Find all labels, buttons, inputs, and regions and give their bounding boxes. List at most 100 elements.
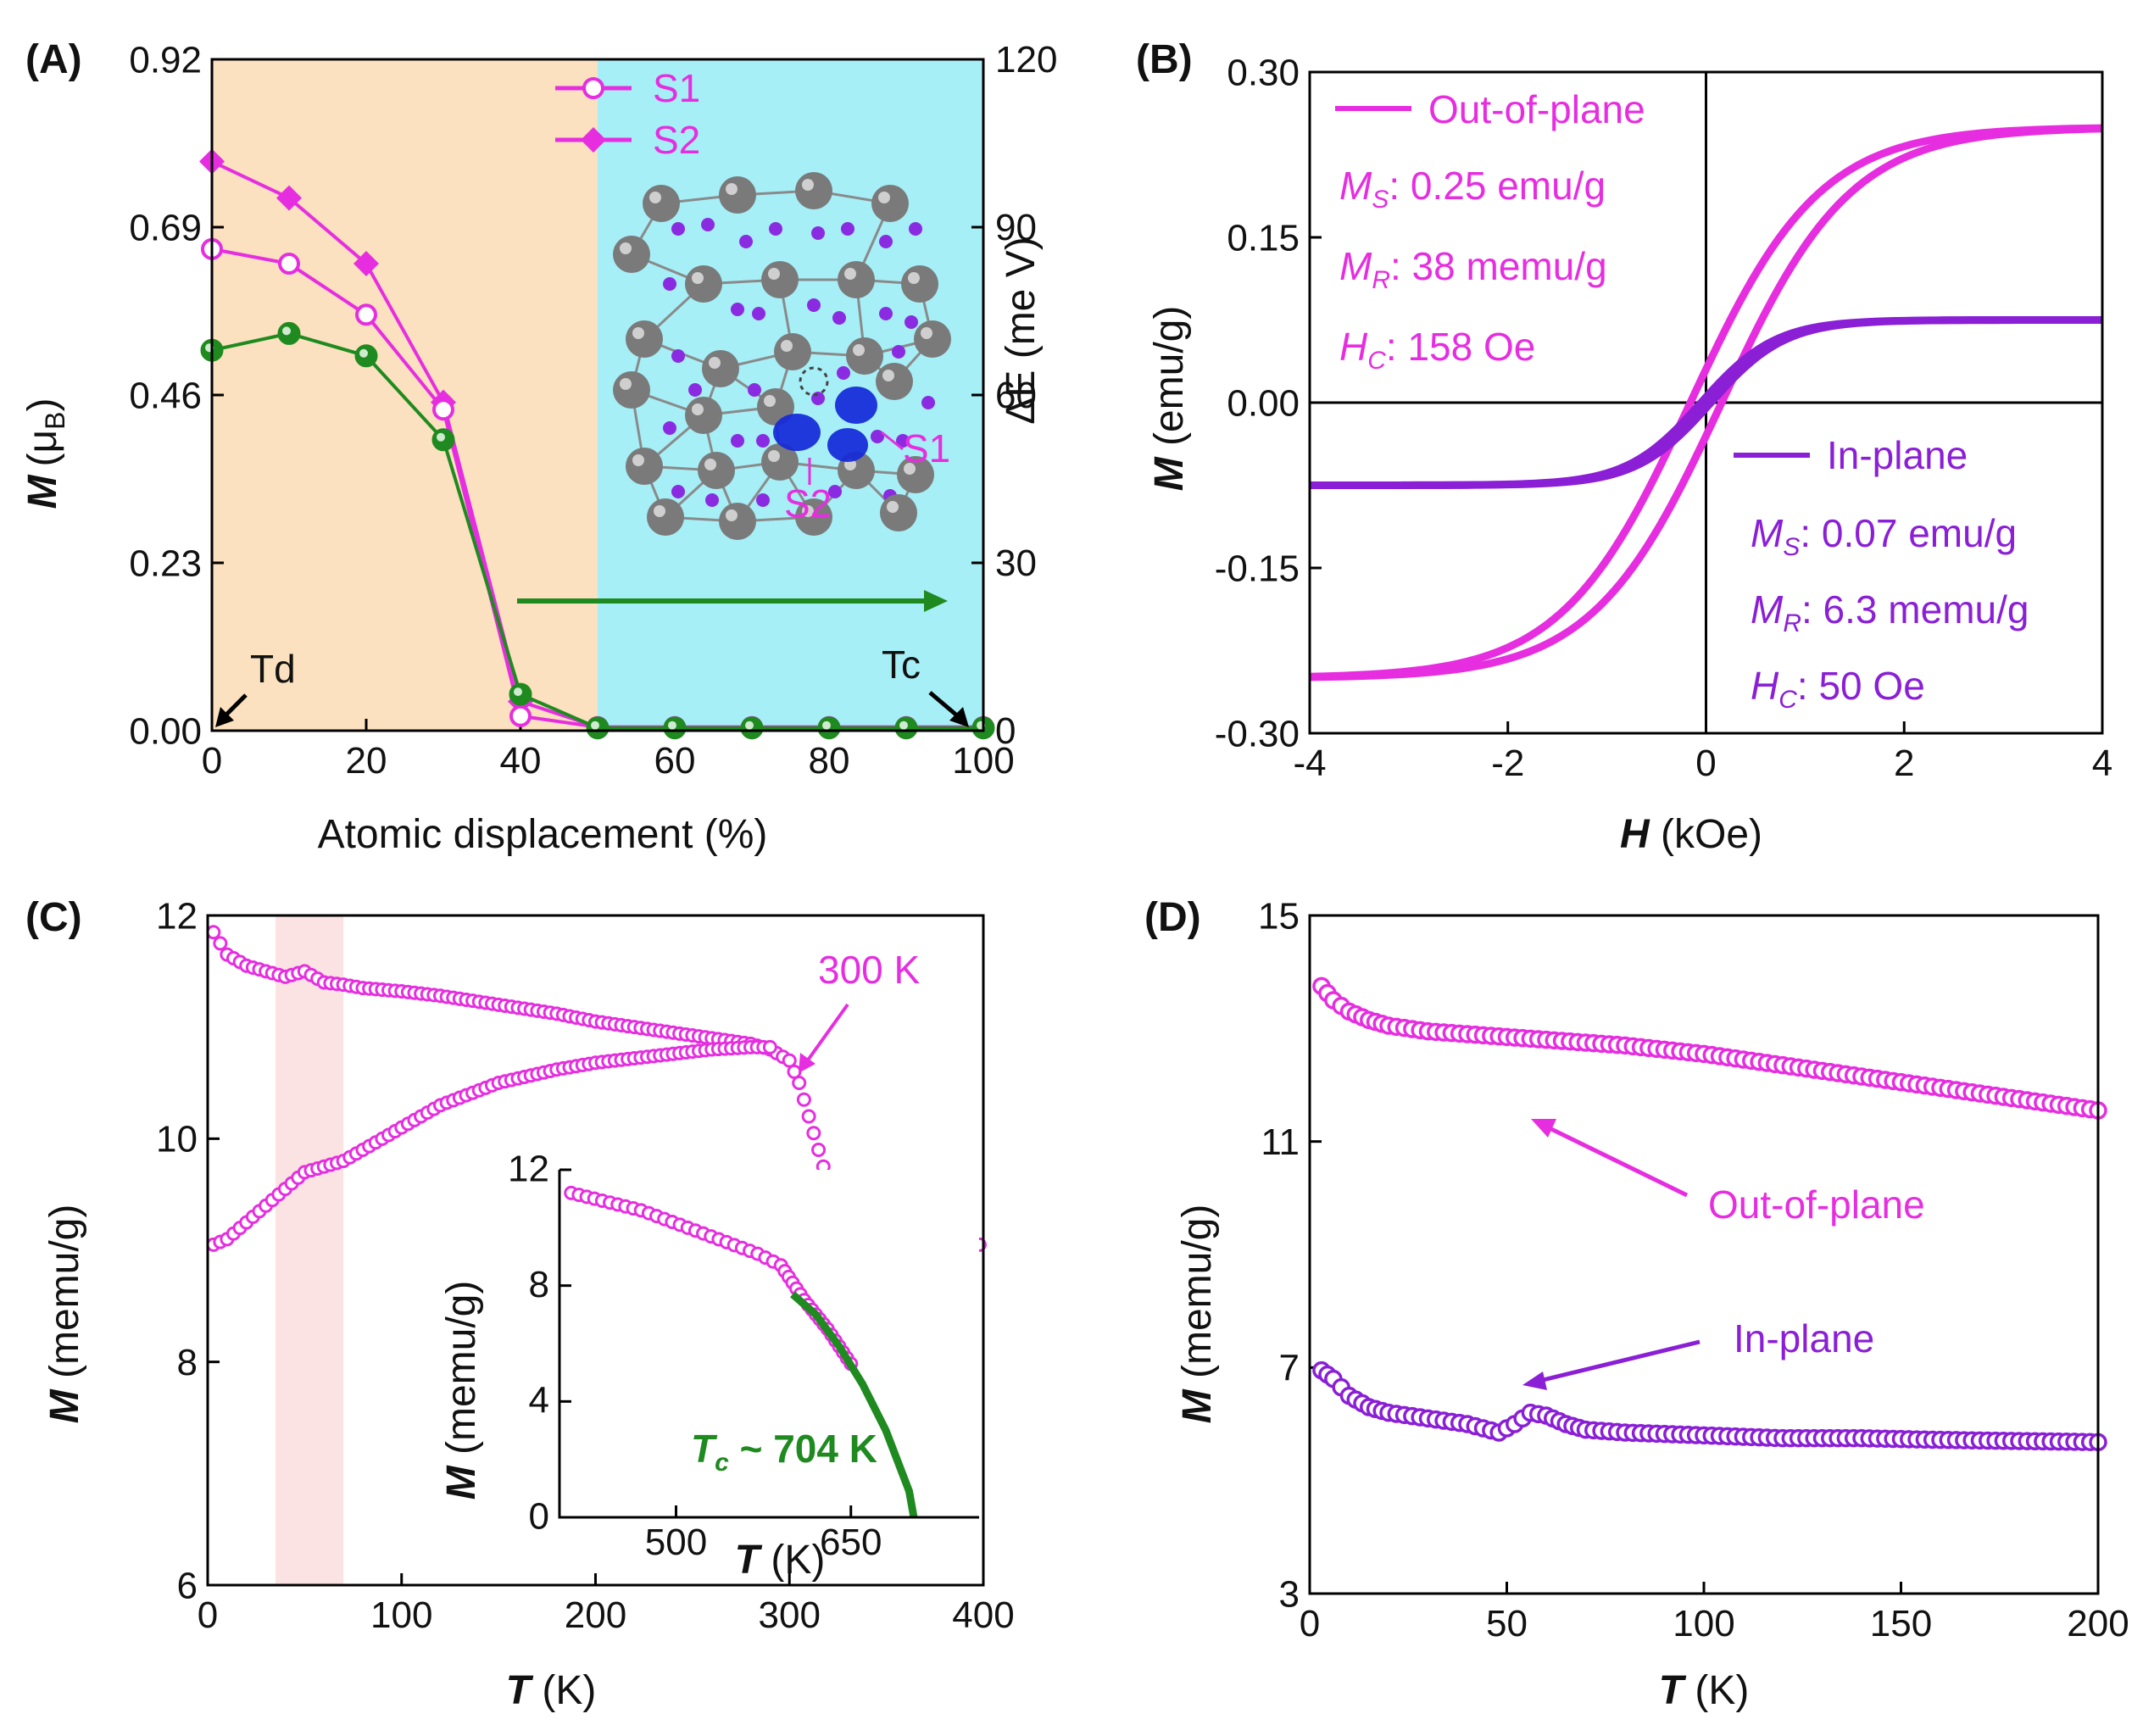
out-of-plane-hc: HC: 158 Oe	[1339, 325, 1535, 375]
spin-density-lobe	[835, 387, 877, 424]
crystal-atom-highlight	[887, 501, 899, 513]
crystal-atom-large	[901, 265, 938, 303]
crystal-atom-large	[626, 320, 663, 358]
crystal-structure-image: S1 S2	[613, 172, 951, 540]
x-tick-label: 0	[198, 1594, 218, 1636]
panel-d-frame	[1308, 914, 2100, 1595]
crystal-atom-small	[811, 392, 825, 405]
y-tick-label: 12	[508, 1148, 549, 1189]
series-delta-e-highlight	[668, 721, 676, 730]
x-tick-label: 50	[1486, 1603, 1528, 1644]
data-point	[206, 925, 221, 940]
data-point	[762, 1039, 777, 1054]
panel-a-y-title-close: )	[20, 398, 65, 412]
crystal-atom-small	[671, 222, 685, 236]
out-of-plane-label: Out-of-plane	[1708, 1182, 1925, 1227]
y-tick-label: 10	[156, 1119, 198, 1160]
x-tick-label: 0	[1695, 743, 1716, 784]
panel-a-ticks: 0 20 40 60 80 100 0.00 0.23 0.46 0.69 0.92 0 30 60 90 1…	[129, 39, 1057, 782]
crystal-atom-highlight	[620, 242, 632, 254]
data-point	[213, 936, 228, 951]
crystal-atom-small	[807, 298, 821, 312]
out-of-plane-ms: MS: 0.25 emu/g	[1339, 164, 1606, 214]
legend-s1-marker	[582, 77, 604, 99]
series-s1-point	[509, 704, 532, 727]
panel-b: -4 -2 0 2 4 -0.30 -0.15 0.00 0.15 0.30 (B) M (emu…	[1136, 37, 2112, 857]
panel-b-ticks: -4 -2 0 2 4 -0.30 -0.15 0.00 0.15 0.30	[1215, 52, 2113, 784]
x-tick-label: 80	[809, 740, 850, 782]
crystal-atom-highlight	[632, 327, 644, 339]
data-point	[792, 1076, 807, 1090]
x-tick-label: 4	[2092, 743, 2112, 784]
panel-c-y-title-symbol: M	[42, 1388, 87, 1423]
x-tick-label: 300	[759, 1594, 821, 1636]
x-tick-label: 100	[1673, 1603, 1734, 1644]
panel-d-x-title: T (K)	[1659, 1668, 1750, 1713]
inset-ticks: 500 650 0 4 8 12	[508, 1148, 882, 1563]
y-tick-label: 7	[1279, 1348, 1300, 1389]
crystal-atom-highlight	[620, 378, 632, 390]
y-tick-label: 8	[177, 1342, 198, 1383]
inset-x-title: T (K)	[735, 1538, 826, 1583]
crystal-atom-large	[795, 172, 832, 209]
crystal-atom-highlight	[632, 454, 644, 466]
y-tick-label: 0.23	[129, 542, 202, 584]
hysteresis-branch-magenta	[1309, 125, 2103, 682]
crystal-atom-small	[731, 303, 744, 316]
crystal-atom-highlight	[802, 505, 814, 517]
crystal-atom-small	[769, 222, 782, 236]
panel-d-y-title: M (memu/g)	[1175, 1205, 1220, 1424]
crystal-atom-small	[705, 493, 719, 507]
panel-a-frame	[210, 58, 985, 732]
x-tick-label: 40	[500, 740, 542, 782]
crystal-atom-highlight	[844, 268, 856, 280]
legend-s1-label: S1	[653, 66, 700, 110]
crystal-atom-large	[719, 503, 756, 540]
in-plane-hc: HC: 50 Oe	[1751, 664, 1925, 714]
crystal-atom-highlight	[921, 327, 932, 339]
crystal-atom-small	[731, 434, 744, 448]
annotation-300k: 300 K	[818, 948, 921, 992]
crystal-atom-large	[774, 333, 811, 370]
series-delta-e-highlight	[899, 721, 908, 730]
legend-out-of-plane-label: Out-of-plane	[1428, 87, 1645, 131]
crystal-atom-highlight	[654, 505, 665, 517]
legend-s2-label: S2	[653, 118, 700, 162]
crystal-atom-small	[748, 383, 761, 397]
s1-pointer	[881, 431, 904, 451]
panel-b-x-title-symbol: H	[1620, 812, 1650, 857]
crystal-atom-small	[688, 383, 702, 397]
x-tick-label: 400	[952, 1594, 1014, 1636]
data-point	[811, 1143, 827, 1157]
panel-c-label: (C)	[25, 895, 82, 940]
panel-c-inset: 500 650 0 4 8 12 M (memu/g) T (K) Tc ~ 704 K	[439, 1148, 979, 1583]
data-point	[796, 1092, 811, 1107]
panel-b-y-title: M (emu/g)	[1147, 306, 1192, 492]
panel-a-y-title-sub: B	[40, 412, 70, 430]
crystal-atom-highlight	[692, 403, 704, 415]
panel-d-x-title-symbol: T	[1659, 1668, 1687, 1713]
crystal-atom-large	[613, 236, 650, 273]
series-s2-point	[353, 251, 379, 277]
crystal-atom-small	[756, 434, 770, 448]
crystal-atom-small	[671, 349, 685, 363]
y-tick-label: 0.30	[1227, 52, 1300, 93]
panel-a-right-y-title: ΔE (me V)	[999, 236, 1044, 424]
panel-b-y-title-unit: (emu/g)	[1147, 306, 1192, 458]
hysteresis-branch-purple	[1309, 316, 2103, 489]
panel-b-y-title-symbol: M	[1147, 456, 1192, 491]
panel-c-x-title-unit: (K)	[531, 1668, 596, 1713]
crystal-atom-large	[643, 185, 680, 222]
crystal-atom-highlight	[726, 509, 738, 521]
panel-d-y-title-symbol: M	[1175, 1388, 1220, 1423]
s2-label: S2	[784, 481, 832, 526]
y-tick-label: 11	[1261, 1121, 1300, 1163]
crystal-atom-small	[921, 396, 935, 409]
x-tick-label: 60	[654, 740, 696, 782]
in-plane-arrow	[1542, 1339, 1700, 1383]
crystal-atom-small	[663, 421, 676, 435]
panel-c: 0 100 200 300 400 6 8 10 12 (C) M (memu/g) T (K)…	[25, 895, 1015, 1713]
transition-arrow-head	[924, 590, 948, 612]
